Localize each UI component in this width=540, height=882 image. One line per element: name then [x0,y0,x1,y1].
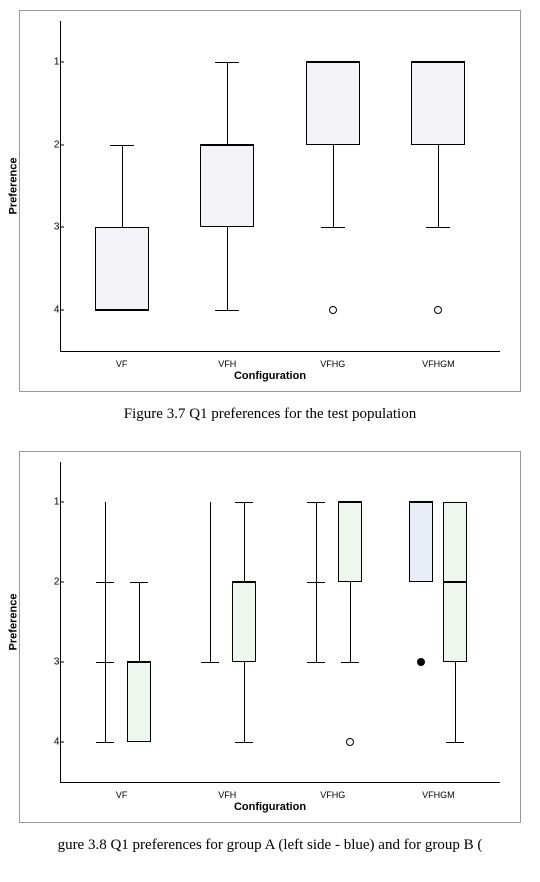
figure-caption: gure 3.8 Q1 preferences for group A (lef… [10,837,530,854]
plot-area: Preference1234VFVFHVFHGVFHGM [60,21,500,351]
box [95,227,149,310]
box [232,582,256,662]
y-tick-label: 2 [54,139,60,150]
box [338,502,362,582]
box [409,502,433,582]
y-tick-label: 2 [54,577,60,588]
boxplot-chart: Preference1234VFVFHVFHGVFHGM Configuratio… [19,10,521,392]
outlier-point [417,658,425,666]
y-axis-label: Preference [8,158,20,215]
plot-area: Preference1234VFVFHVFHGVFHGM [60,462,500,782]
y-tick-label: 3 [54,657,60,668]
boxplot-chart-paired: Preference1234VFVFHVFHGVFHGM Configuratio… [19,451,521,823]
outlier-point [434,306,442,314]
y-tick-label: 1 [54,57,60,68]
figure-caption: Figure 3.7 Q1 preferences for the test p… [10,406,530,423]
y-tick-label: 4 [54,737,60,748]
y-axis-label: Preference [8,594,20,651]
box [306,62,360,145]
box [411,62,465,145]
outlier-point [329,306,337,314]
x-axis-label: Configuration [20,796,520,818]
outlier-point [346,738,354,746]
y-tick-label: 1 [54,497,60,508]
x-axis-label: Configuration [20,365,520,387]
box [200,145,254,228]
y-tick-label: 3 [54,222,60,233]
box [127,662,151,742]
y-tick-label: 4 [54,304,60,315]
